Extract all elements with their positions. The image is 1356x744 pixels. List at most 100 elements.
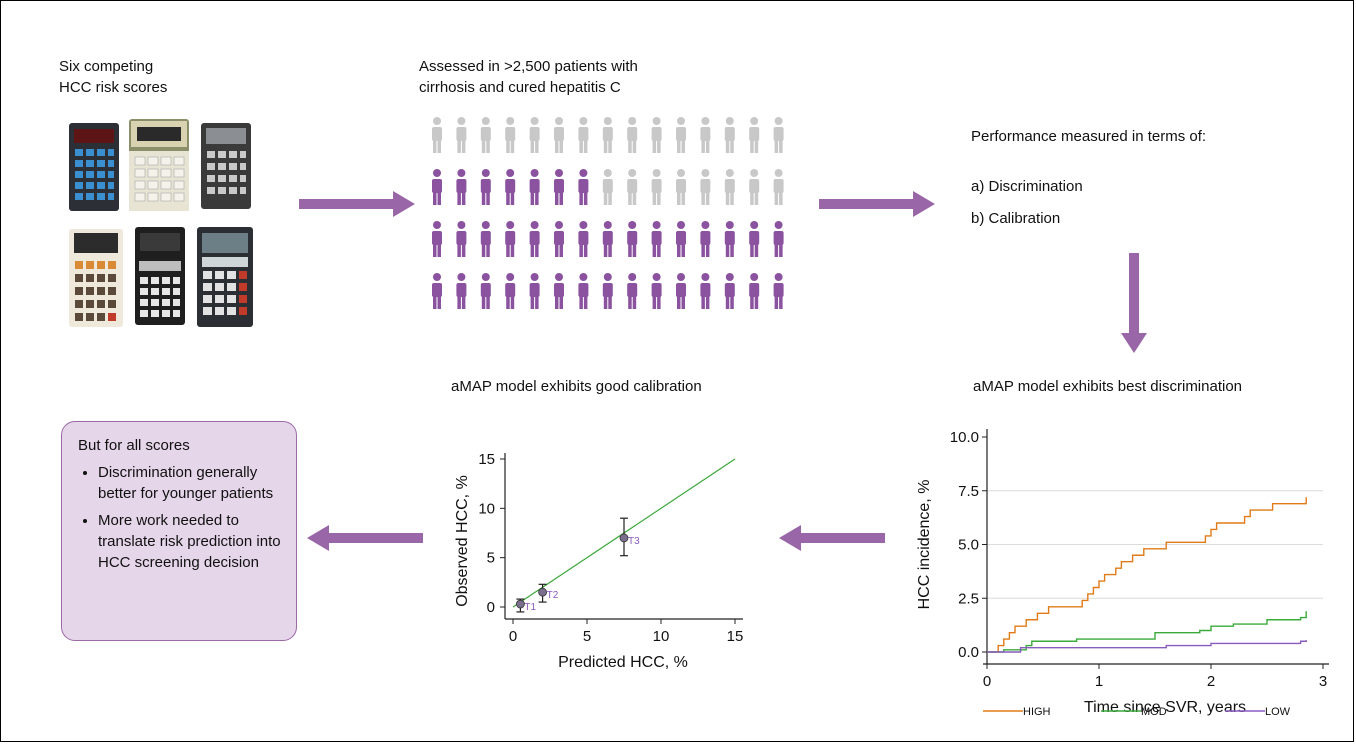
series-line-mod [987,611,1307,653]
calibration-title: aMAP model exhibits good calibration [451,378,702,395]
person-icon [724,169,735,205]
person-icon [651,273,662,309]
person-icon [700,273,711,309]
person-icon [700,169,711,205]
person-icon [773,273,784,309]
person-icon [651,169,662,205]
person-icon [554,117,564,153]
person-icon [749,169,760,205]
person-icon [480,169,491,205]
step3-item-a: a) Discrimination [971,178,1083,195]
person-icon [505,117,516,153]
person-icon [432,117,442,153]
y-axis-label: HCC incidence, % [916,480,933,610]
person-icon [773,169,784,205]
data-point [538,587,547,597]
step2-line1: Assessed in >2,500 patients with [419,58,638,75]
left-arrow-icon [779,525,885,551]
person-icon [676,169,686,205]
y-tick-label: 7.5 [958,483,979,500]
discrimination-title: aMAP model exhibits best discrimination [973,378,1243,395]
summary-list: Discrimination generally better for youn… [78,462,284,573]
x-tick-label: 10 [653,628,670,645]
legend-label: MOD [1141,706,1167,718]
person-icon [432,169,442,205]
y-tick-label: 2.5 [958,590,979,607]
x-tick-label: 3 [1319,673,1327,690]
person-icon [773,117,784,153]
summary-box: But for all scores Discrimination genera… [61,421,297,641]
data-point [619,533,629,543]
person-icon [505,273,516,309]
person-icon [627,221,638,257]
y-tick-label: 5.0 [958,537,979,554]
person-icon [700,117,711,153]
point-label: T2 [547,590,559,601]
x-tick-label: 15 [727,628,744,645]
step1-line1: Six competing [59,58,154,75]
person-icon [456,273,467,309]
person-icon [529,273,540,309]
summary-bullet: Discrimination generally better for youn… [98,462,284,504]
legend-label: HIGH [1023,706,1051,718]
person-icon [480,221,491,257]
person-icon [602,221,613,257]
calculator-icon [135,227,185,325]
person-icon [456,117,467,153]
y-tick-label: 0 [487,599,495,616]
x-tick-label: 2 [1207,673,1215,690]
series-line-high [987,497,1307,653]
person-icon [724,273,735,309]
person-icon [724,117,735,153]
person-icon [554,273,564,309]
person-icon [749,117,760,153]
patient-icon-grid [432,117,784,309]
x-axis-label: Time since SVR, years [1084,699,1246,716]
summary-heading: But for all scores [78,437,190,454]
person-icon [627,273,638,309]
x-tick-label: 5 [583,628,591,645]
person-icon [578,221,589,257]
person-icon [651,221,662,257]
person-icon [505,169,516,205]
person-icon [554,169,564,205]
person-icon [432,273,442,309]
person-icon [676,117,686,153]
person-icon [676,221,686,257]
legend-label: LOW [1265,706,1291,718]
person-icon [578,169,589,205]
data-point [516,599,525,609]
person-icon [480,273,491,309]
calculator-icon [69,229,123,327]
step1-line2: HCC risk scores [59,79,168,96]
y-tick-label: 10.0 [950,429,979,446]
person-icon [651,117,662,153]
right-arrow-icon [299,191,415,217]
person-icon [578,273,589,309]
person-icon [627,169,638,205]
person-icon [602,169,613,205]
series-line-low [987,640,1307,653]
person-icon [529,169,540,205]
x-tick-label: 0 [509,628,517,645]
calibration-chart: 0 5 10 15 0 5 10 15 Predicted HCC, % Observed HCC… [454,451,744,671]
person-icon [529,221,540,257]
y-tick-label: 5 [487,550,495,567]
person-icon [554,221,564,257]
discrimination-chart: 0.0 2.5 5.0 7.5 10.0 0 1 2 3 Time since SVR, year… [916,429,1329,718]
y-axis-label: Observed HCC, % [454,475,471,607]
calculator-icon [129,119,189,211]
person-icon [749,273,760,309]
x-axis-label: Predicted HCC, % [558,654,688,671]
calculator-icon [197,227,253,327]
right-arrow-icon [819,191,935,217]
summary-bullet: More work needed to translate risk predi… [98,510,284,573]
point-label: T1 [524,602,536,613]
person-icon [773,221,784,257]
person-icon [432,221,442,257]
person-icon [749,221,760,257]
calculator-icon [69,123,119,211]
calculators-illustration [67,119,257,329]
y-tick-label: 10 [478,500,495,517]
